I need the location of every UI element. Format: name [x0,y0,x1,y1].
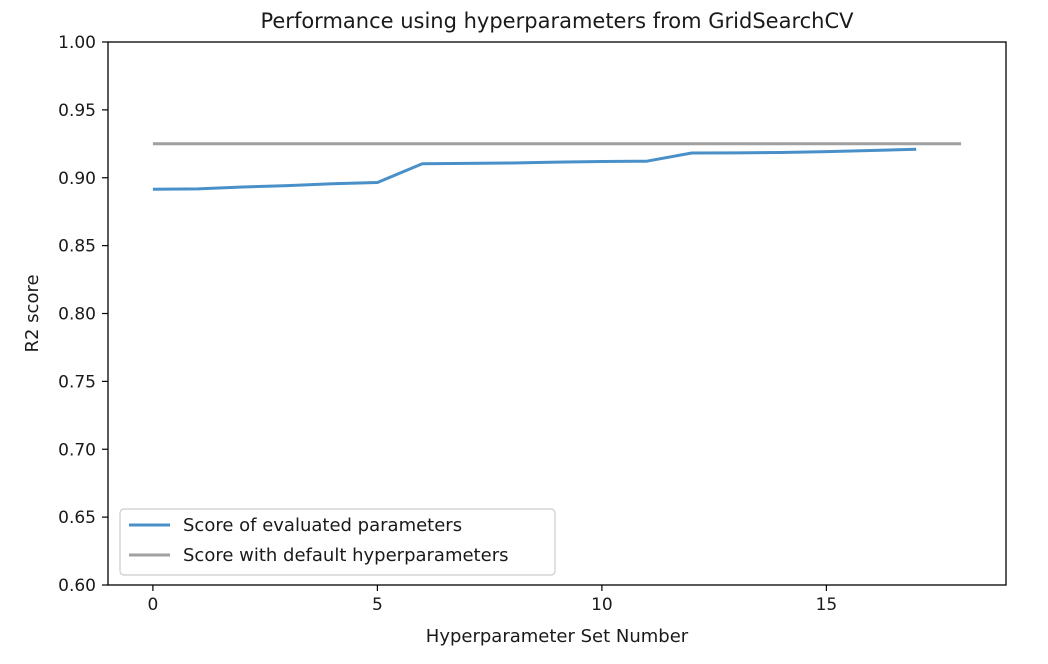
plot-area [152,142,962,191]
y-tick-label: 0.60 [58,576,96,596]
legend-label: Score with default hyperparameters [183,545,508,566]
y-axis: 0.60 0.65 0.70 0.75 0.80 0.85 0.90 0.95 1.00 [58,33,108,596]
y-tick-label: 0.70 [58,440,96,460]
y-tick-label: 0.75 [58,372,96,392]
y-tick-label: 0.85 [58,237,96,257]
chart-title: Performance using hyperparameters from G… [260,9,854,33]
x-tick-label: 10 [591,595,613,615]
legend-label: Score of evaluated parameters [183,515,462,536]
y-tick-label: 0.90 [58,169,96,189]
y-tick-label: 0.95 [58,101,96,121]
y-axis-title: R2 score [22,274,43,352]
y-tick-label: 1.00 [58,33,96,53]
legend: Score of evaluated parameters Score with … [119,508,556,576]
x-axis-title: Hyperparameter Set Number [426,626,689,647]
x-tick-label: 5 [372,595,383,615]
plot-frame [107,41,1007,586]
legend-box [119,508,556,576]
y-tick-label: 0.65 [58,508,96,528]
x-tick-label: 0 [147,595,158,615]
x-axis: 0 5 10 15 [147,585,837,615]
y-tick-label: 0.80 [58,305,96,325]
series-line [152,147,917,191]
x-tick-label: 15 [816,595,838,615]
